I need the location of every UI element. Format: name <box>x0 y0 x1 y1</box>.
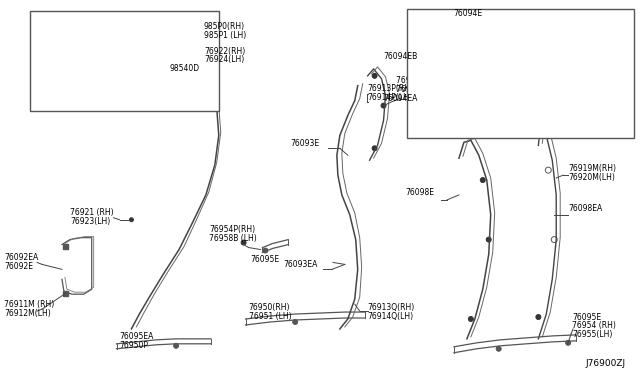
Text: 98540D: 98540D <box>169 64 199 73</box>
Text: 76934 (LH): 76934 (LH) <box>396 85 439 94</box>
Text: 76950(RH): 76950(RH) <box>248 302 290 312</box>
Text: 76093EA: 76093EA <box>284 260 317 269</box>
Text: 985P0(RH): 985P0(RH) <box>204 22 245 31</box>
Bar <box>407 9 634 138</box>
Bar <box>136 60 140 64</box>
Circle shape <box>372 73 377 78</box>
Text: 76912M(LH): 76912M(LH) <box>4 308 51 318</box>
Circle shape <box>372 146 377 151</box>
Text: 76913P(RH): 76913P(RH) <box>367 84 413 93</box>
Circle shape <box>468 317 474 321</box>
Circle shape <box>241 240 246 245</box>
Text: 76914Q(LH): 76914Q(LH) <box>367 311 414 321</box>
Circle shape <box>486 237 492 242</box>
Text: 76094EB: 76094EB <box>383 52 417 61</box>
Bar <box>425 60 429 65</box>
Circle shape <box>443 26 449 32</box>
Bar <box>63 244 68 249</box>
Circle shape <box>263 248 268 253</box>
Text: 76095E: 76095E <box>572 312 601 321</box>
Text: 76955(LH): 76955(LH) <box>572 330 612 339</box>
Text: 76922(RH): 76922(RH) <box>204 46 245 55</box>
Bar <box>47 89 51 93</box>
Text: 76094EA: 76094EA <box>383 94 417 103</box>
Text: 76095E: 76095E <box>250 255 280 264</box>
Text: 76093E: 76093E <box>290 139 319 148</box>
Circle shape <box>566 340 571 345</box>
Circle shape <box>173 343 179 348</box>
Text: 76933 (RH): 76933 (RH) <box>396 76 440 85</box>
Text: 76098EA: 76098EA <box>568 204 602 213</box>
Text: 76921 (RH): 76921 (RH) <box>70 208 113 217</box>
Circle shape <box>496 346 501 351</box>
Text: J76900ZJ: J76900ZJ <box>586 359 626 368</box>
Circle shape <box>292 320 298 324</box>
Circle shape <box>480 177 485 183</box>
Text: 76098E: 76098E <box>405 189 435 198</box>
Text: 76914P(LH): 76914P(LH) <box>367 93 413 102</box>
Circle shape <box>428 98 434 104</box>
Text: 76913Q(RH): 76913Q(RH) <box>367 302 415 312</box>
Circle shape <box>129 218 133 222</box>
Text: 76951 (LH): 76951 (LH) <box>248 311 291 321</box>
Bar <box>166 51 170 54</box>
Text: 76954P(RH): 76954P(RH) <box>209 225 255 234</box>
Circle shape <box>536 315 541 320</box>
Text: 985P1 (LH): 985P1 (LH) <box>204 31 246 40</box>
Text: 76092E: 76092E <box>4 262 33 271</box>
Bar <box>76 79 81 83</box>
Bar <box>30 11 219 110</box>
Circle shape <box>381 103 386 108</box>
Text: 76923(LH): 76923(LH) <box>70 217 110 226</box>
Text: 76911M (RH): 76911M (RH) <box>4 299 54 309</box>
Text: 76950P: 76950P <box>120 341 148 350</box>
Text: 76958B (LH): 76958B (LH) <box>209 234 257 243</box>
Text: 76920M(LH): 76920M(LH) <box>568 173 615 182</box>
Bar <box>63 291 68 296</box>
Bar <box>106 70 110 73</box>
Text: 76954 (RH): 76954 (RH) <box>572 321 616 330</box>
Text: 76094E: 76094E <box>453 9 482 18</box>
Text: 76095EA: 76095EA <box>120 332 154 341</box>
Text: 76092EA: 76092EA <box>4 253 38 262</box>
Text: 76924(LH): 76924(LH) <box>204 55 244 64</box>
Bar <box>195 41 199 45</box>
Text: 76919M(RH): 76919M(RH) <box>568 164 616 173</box>
